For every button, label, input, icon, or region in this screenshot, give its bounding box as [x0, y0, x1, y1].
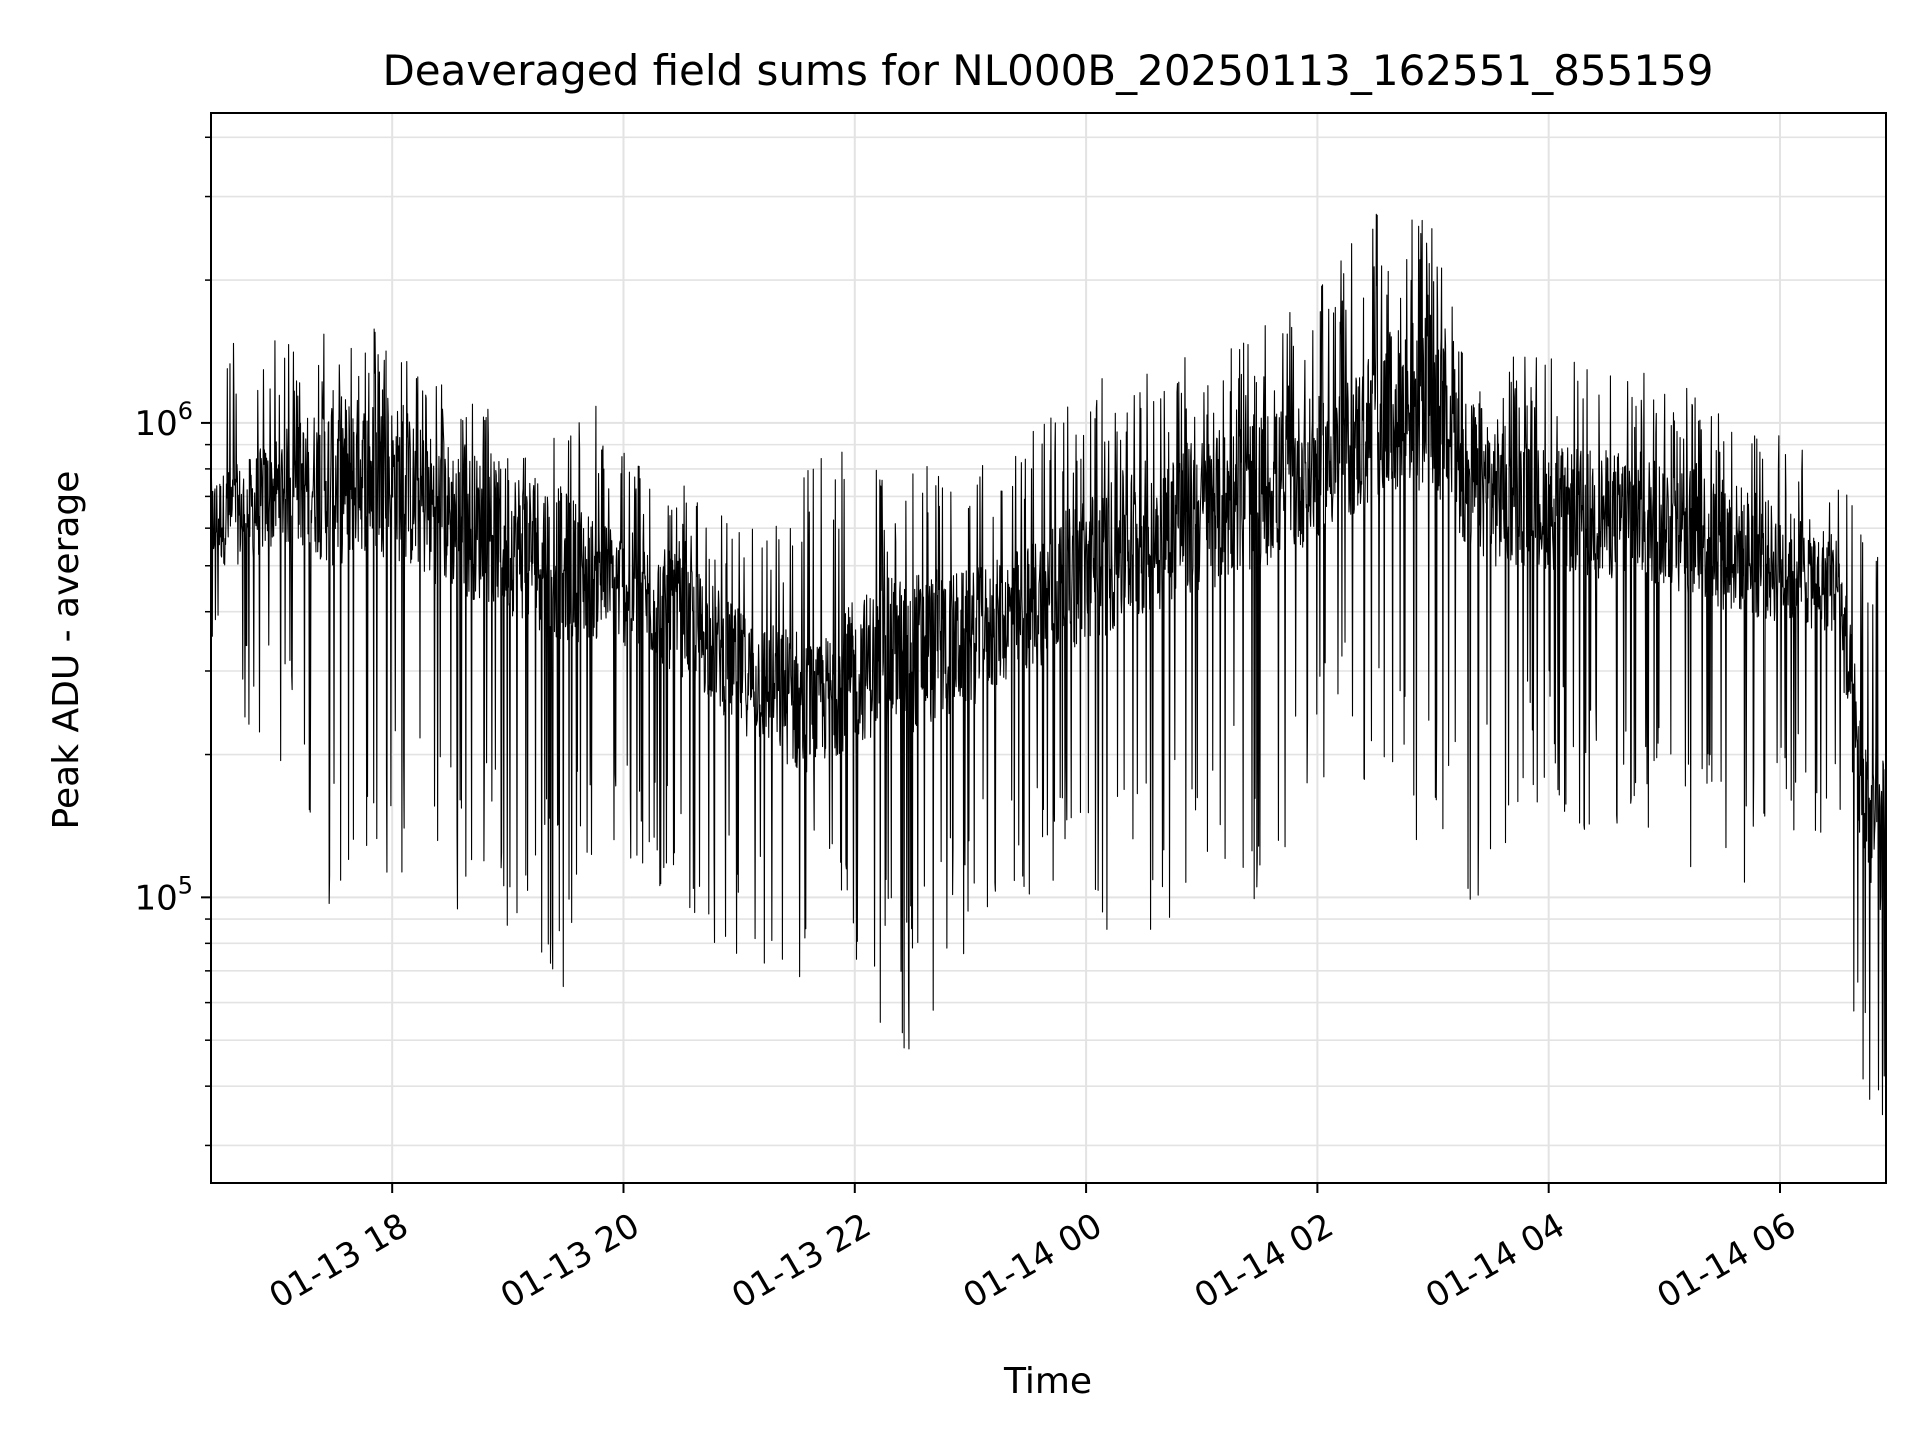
- y-tick-exponent: 5: [178, 871, 193, 899]
- y-axis-label: Peak ADU - average: [46, 471, 87, 830]
- series-line: [210, 213, 1887, 1116]
- plot-frame: [210, 112, 1887, 1184]
- chart-title: Deaveraged field sums for NL000B_2025011…: [382, 46, 1713, 95]
- y-tick-exponent: 6: [178, 397, 193, 425]
- data-series: [210, 213, 1887, 1116]
- x-axis-label: Time: [1003, 1361, 1092, 1402]
